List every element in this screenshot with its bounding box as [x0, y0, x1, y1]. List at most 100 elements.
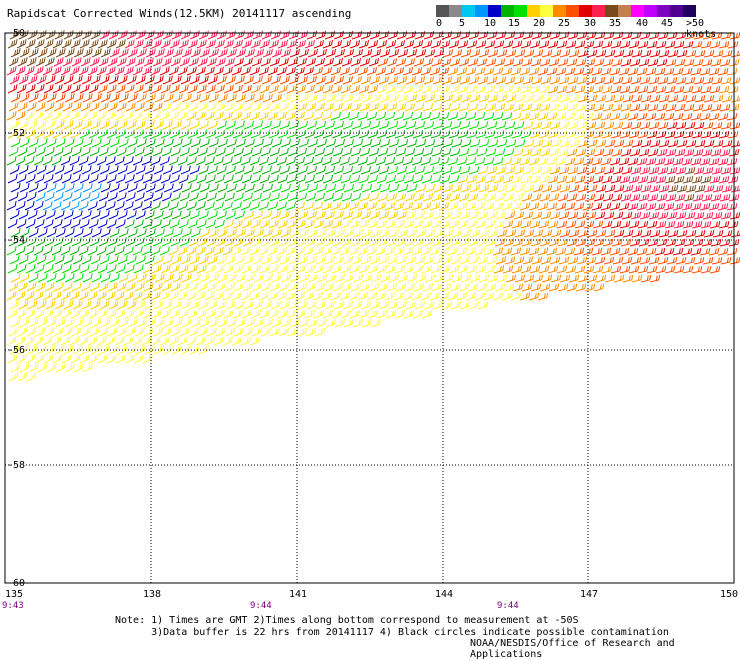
wind-barb-flag: [717, 186, 718, 191]
wind-barb-flag: [665, 96, 666, 101]
wind-barb-flag: [377, 220, 378, 225]
wind-barb-flag: [161, 148, 162, 153]
wind-barb-flag: [551, 95, 552, 100]
wind-barb: [200, 189, 208, 192]
wind-barb-flag: [305, 58, 306, 63]
wind-barb: [504, 154, 513, 156]
wind-barb-flag: [619, 113, 620, 118]
wind-barb-flag: [475, 112, 476, 117]
wind-barb: [215, 90, 223, 93]
wind-barb: [668, 100, 677, 102]
wind-barb: [352, 171, 361, 174]
wind-barb-flag: [677, 140, 678, 145]
wind-barb: [451, 81, 460, 84]
wind-barb-flag: [605, 140, 606, 145]
wind-barb-flag: [686, 50, 687, 55]
wind-barb: [288, 153, 296, 156]
wind-barb: [287, 135, 295, 138]
wind-barb: [124, 161, 132, 165]
wind-barb: [331, 162, 339, 165]
wind-barb-flag: [361, 76, 362, 81]
wind-barb: [569, 145, 578, 147]
wind-barb: [333, 153, 341, 156]
wind-barb-flag: [163, 139, 164, 144]
wind-barb: [493, 162, 502, 165]
wind-barb: [313, 117, 321, 120]
wind-barb-flag: [611, 86, 612, 91]
wind-barb-flag: [613, 77, 614, 82]
wind-barb-flag: [380, 94, 381, 99]
wind-barb: [530, 136, 539, 138]
wind-barb: [415, 171, 424, 174]
wind-barb: [118, 80, 126, 84]
wind-barb-flag: [43, 39, 44, 44]
wind-barb: [259, 117, 267, 120]
wind-barb-flag: [656, 186, 657, 191]
wind-barb: [34, 206, 42, 210]
wind-barb-flag: [520, 113, 521, 118]
wind-barb: [73, 125, 81, 129]
wind-barb: [53, 134, 61, 138]
wind-barb: [251, 135, 259, 138]
wind-barb-flag: [466, 157, 467, 162]
wind-barb-flag: [738, 194, 739, 199]
wind-barb: [556, 208, 565, 210]
wind-barb-flag: [556, 122, 557, 127]
wind-barb: [224, 225, 232, 228]
wind-barb: [566, 181, 575, 183]
wind-barb: [433, 126, 442, 129]
wind-barb-flag: [506, 95, 507, 100]
wind-barb: [610, 163, 619, 165]
wind-barb: [549, 154, 558, 156]
wind-barb: [277, 72, 285, 75]
wind-barb-flag: [109, 183, 110, 188]
wind-barb: [495, 109, 504, 111]
wind-barb-flag: [652, 204, 653, 209]
wind-barb-flag: [276, 67, 277, 72]
wind-barb-flag: [664, 113, 665, 118]
wind-barb: [351, 108, 360, 111]
wind-barb-flag: [548, 41, 549, 46]
wind-barb: [578, 190, 587, 192]
wind-barb: [343, 216, 352, 219]
wind-barb-flag: [342, 121, 343, 126]
wind-barb-flag: [496, 76, 497, 81]
wind-barb-flag: [591, 194, 592, 199]
wind-barb-flag: [369, 148, 370, 153]
wind-barb: [209, 189, 217, 192]
wind-barb-flag: [599, 86, 600, 91]
wind-barb: [459, 63, 468, 66]
wind-barb-flag: [24, 66, 25, 71]
wind-barb-flag: [689, 213, 690, 218]
wind-barb: [620, 91, 629, 93]
wind-barb: [225, 108, 233, 111]
wind-barb: [369, 198, 378, 201]
wind-barb: [586, 127, 595, 129]
wind-barb-flag: [523, 77, 524, 82]
wind-barb: [466, 207, 475, 210]
wind-barb-flag: [190, 184, 191, 189]
wind-barb: [421, 207, 430, 210]
wind-barb: [80, 89, 88, 93]
wind-barb: [548, 46, 557, 48]
wind-barb: [295, 207, 303, 210]
wind-barb: [371, 189, 380, 192]
wind-barb-flag: [312, 202, 313, 207]
wind-barb-flag: [574, 203, 575, 208]
wind-barb-flag: [488, 184, 489, 189]
wind-barb-flag: [643, 68, 644, 73]
wind-barb: [98, 179, 106, 183]
wind-barb-flag: [99, 75, 100, 80]
wind-barb: [605, 190, 614, 192]
wind-barb-flag: [60, 66, 61, 71]
wind-barb: [569, 55, 578, 57]
wind-barb-flag: [670, 114, 671, 119]
wind-barb: [676, 82, 685, 84]
wind-barb-flag: [223, 175, 224, 180]
wind-barb: [478, 216, 487, 219]
wind-barb-flag: [626, 41, 627, 46]
wind-barb: [413, 45, 422, 48]
wind-barb: [359, 90, 368, 93]
wind-barb-flag: [441, 103, 442, 108]
wind-barb-flag: [631, 77, 632, 82]
